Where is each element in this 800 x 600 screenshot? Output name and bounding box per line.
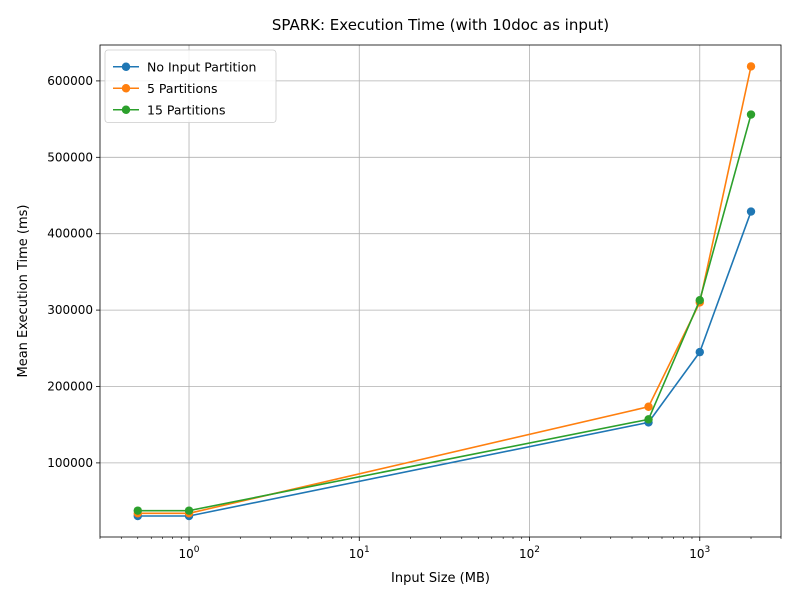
series-3-point xyxy=(695,295,704,305)
series-1-point xyxy=(695,347,704,357)
series-3-point xyxy=(133,506,142,515)
x-axis-label: Input Size (MB) xyxy=(391,571,490,586)
legend-swatch-marker xyxy=(121,105,131,114)
y-tick-label: 400000 xyxy=(47,227,93,241)
legend-label: 5 Partitions xyxy=(147,81,218,96)
legend-swatch-marker xyxy=(121,62,131,71)
x-tick-label: 103 xyxy=(689,545,710,561)
series-3-point xyxy=(184,506,194,515)
grid xyxy=(100,45,781,537)
y-tick-label: 500000 xyxy=(47,150,93,164)
series-3-point xyxy=(746,110,756,119)
x-tick-label: 100 xyxy=(179,545,200,561)
y-axis-label: Mean Execution Time (ms) xyxy=(16,204,31,377)
series-3-point xyxy=(644,415,653,424)
y-tick-label: 200000 xyxy=(47,379,93,393)
chart-title: SPARK: Execution Time (with 10doc as inp… xyxy=(272,16,609,34)
legend-label: No Input Partition xyxy=(147,59,256,74)
legend-swatch-marker xyxy=(121,84,131,93)
series-group xyxy=(133,62,756,521)
series-2-point xyxy=(644,402,653,411)
y-tick-label: 100000 xyxy=(47,456,93,470)
y-tick-label: 300000 xyxy=(47,303,93,317)
legend-label: 15 Partitions xyxy=(147,102,226,117)
series-1-point xyxy=(746,207,756,216)
legend-box xyxy=(104,49,277,123)
y-tick-label: 600000 xyxy=(47,74,93,88)
x-tick-label: 102 xyxy=(519,545,540,561)
x-tick-label: 101 xyxy=(349,545,370,561)
series-2-point xyxy=(746,62,756,71)
axis-ticks: 100 101 102 103 100000 200000 300000 400000 5000… xyxy=(47,74,782,561)
legend: No Input Partition 5 Partitions 15 Partiti… xyxy=(104,49,277,123)
